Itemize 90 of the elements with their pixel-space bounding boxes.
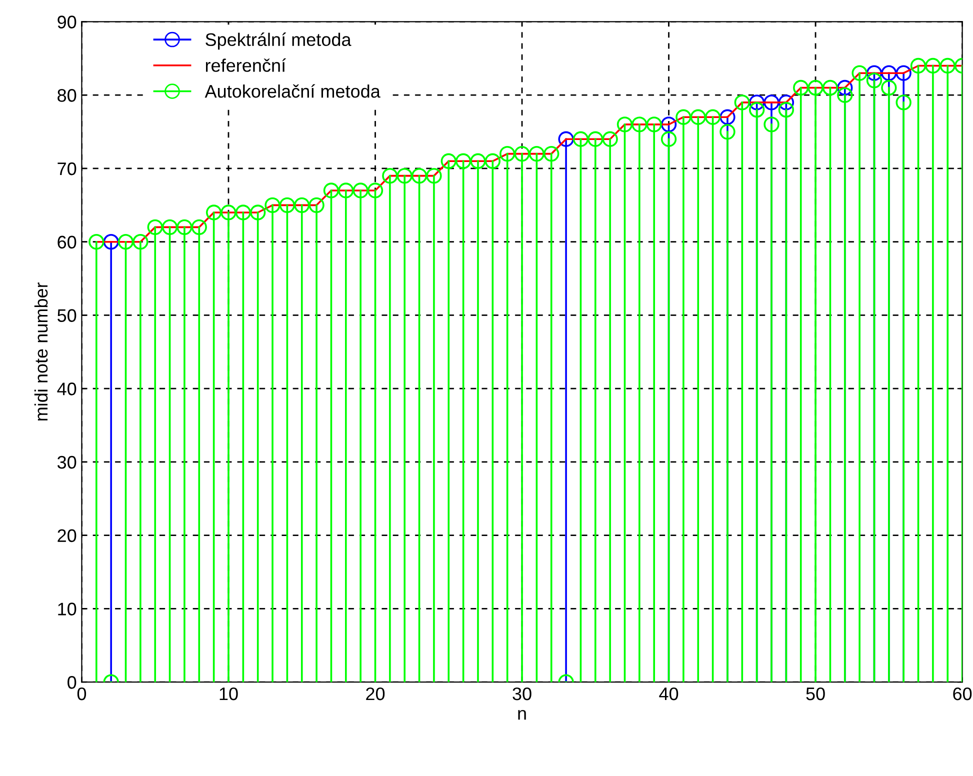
point <box>572 131 589 147</box>
point <box>484 153 501 169</box>
y-tick-label: 10 <box>58 602 76 616</box>
point <box>881 80 897 96</box>
y-tick-label: 60 <box>58 236 76 249</box>
point <box>764 116 780 132</box>
point <box>279 197 296 214</box>
point <box>616 116 633 132</box>
point <box>470 153 486 169</box>
point <box>778 102 794 118</box>
point <box>660 131 677 147</box>
x-tick-label: 40 <box>659 687 678 700</box>
x-tick-label: 10 <box>220 687 238 700</box>
y-tick-label: 80 <box>58 89 76 102</box>
point <box>528 146 545 162</box>
point <box>704 109 721 125</box>
point <box>602 131 618 147</box>
y-tick-label: 40 <box>57 382 76 396</box>
point <box>720 124 736 140</box>
point <box>514 146 530 162</box>
point <box>455 153 472 169</box>
legend-label: Autokorelační metoda <box>204 84 380 98</box>
point <box>426 168 442 184</box>
point <box>250 204 266 220</box>
point <box>264 197 280 214</box>
point <box>646 116 662 132</box>
point <box>925 58 941 74</box>
point <box>411 168 428 184</box>
point <box>162 219 178 236</box>
point <box>544 146 560 162</box>
point <box>837 87 853 103</box>
point <box>910 58 926 74</box>
point <box>778 94 794 110</box>
point <box>588 131 604 147</box>
point <box>235 204 252 220</box>
point <box>147 219 163 236</box>
x-tick-label: 30 <box>512 687 532 700</box>
point <box>690 109 706 125</box>
point <box>294 197 310 214</box>
point <box>558 131 574 147</box>
y-tick-label: 50 <box>58 309 76 322</box>
point <box>323 182 340 198</box>
point <box>764 94 780 110</box>
point <box>748 102 765 118</box>
point <box>308 197 324 214</box>
point <box>132 234 148 250</box>
point <box>220 204 236 220</box>
point <box>176 219 192 236</box>
point <box>118 234 134 250</box>
point <box>866 72 882 88</box>
x-axis-title: n <box>518 710 526 720</box>
point <box>852 65 868 81</box>
point <box>632 116 648 132</box>
y-tick-label: 20 <box>58 529 76 542</box>
point <box>88 234 104 250</box>
point <box>720 109 736 125</box>
y-tick-label: 70 <box>58 162 76 176</box>
point <box>822 80 838 96</box>
point <box>793 80 809 96</box>
x-tick-label: 0 <box>77 687 86 700</box>
x-tick-label: 20 <box>366 687 385 700</box>
y-tick-label: 30 <box>57 456 76 469</box>
point <box>206 204 222 220</box>
point <box>499 146 516 162</box>
legend-label: Spektrální metoda <box>206 32 352 50</box>
point <box>382 168 398 184</box>
point <box>734 94 750 110</box>
point <box>676 109 692 125</box>
point <box>660 116 677 132</box>
x-tick-label: 60 <box>953 687 972 700</box>
point <box>103 234 119 250</box>
x-tick-label: 50 <box>806 687 825 700</box>
y-tick-label: 0 <box>68 676 76 689</box>
point <box>881 65 897 81</box>
point <box>338 182 354 198</box>
point <box>367 182 384 198</box>
point <box>837 80 853 96</box>
point <box>440 153 456 169</box>
y-tick-label: 90 <box>58 16 76 28</box>
point <box>808 80 824 96</box>
point <box>866 65 882 81</box>
point <box>940 58 956 74</box>
point <box>191 219 207 236</box>
point <box>896 65 912 81</box>
point <box>396 168 412 184</box>
point <box>352 182 368 198</box>
y-axis-title: midi note number <box>34 282 48 420</box>
point <box>748 94 765 110</box>
point <box>896 94 912 110</box>
legend-label: referenční <box>206 58 286 72</box>
